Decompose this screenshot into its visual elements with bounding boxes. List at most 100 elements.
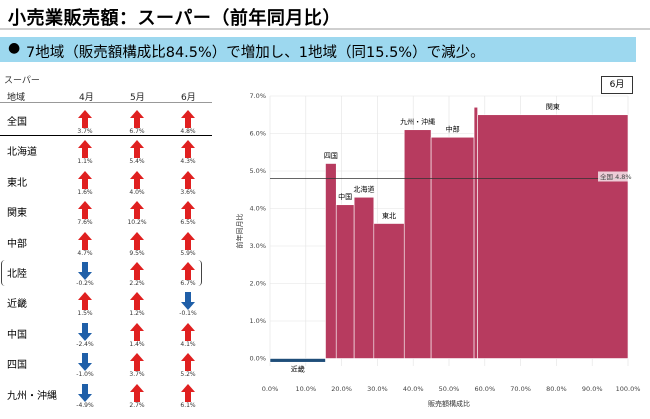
- arrow-up-icon: [70, 201, 100, 220]
- bar-label: 九州・沖縄: [400, 117, 435, 126]
- region-label: 全国: [7, 117, 27, 128]
- value-cell: 1.2%: [122, 292, 152, 317]
- value-cell: 3.6%: [173, 170, 203, 196]
- arrow-up-icon: [122, 292, 152, 311]
- value-text: 2.7%: [129, 401, 145, 409]
- bar-label: 東北: [382, 211, 396, 220]
- x-tick-label: 60.0%: [474, 385, 495, 393]
- value-text: 7.6%: [77, 219, 93, 227]
- x-tick-label: 80.0%: [546, 385, 567, 393]
- bar: [353, 196, 375, 359]
- x-tick-label: 100.0%: [616, 385, 641, 393]
- bar: [373, 223, 405, 359]
- region-label: 北海道: [7, 147, 37, 159]
- section-label: スーパー: [4, 76, 40, 86]
- arrow-up-icon: [122, 262, 152, 280]
- value-cell: 5.9%: [173, 231, 203, 257]
- table-row: 東北 1.6% 4.0% 3.6%: [0, 169, 212, 203]
- value-cell: 1.6%: [70, 170, 100, 196]
- region-label: 関東: [7, 208, 27, 220]
- arrow-up-icon: [173, 201, 203, 220]
- value-text: 6.1%: [180, 401, 196, 409]
- y-tick-label: 6.0%: [249, 130, 266, 138]
- arrow-up-icon: [173, 140, 203, 159]
- bar-label: 関東: [546, 102, 560, 111]
- x-tick-label: 40.0%: [403, 385, 424, 393]
- x-tick-label: 90.0%: [582, 385, 603, 393]
- value-cell: 9.5%: [122, 231, 152, 257]
- region-label: 中部: [7, 238, 27, 250]
- value-text: 5.9%: [180, 249, 196, 257]
- value-cell: -0.2%: [70, 262, 100, 287]
- bar: [325, 163, 337, 359]
- arrow-down-icon: [70, 353, 100, 372]
- bar-label: 中部: [446, 125, 460, 134]
- region-label: 近畿: [7, 299, 27, 311]
- summary-text: 7地域（販売額構成比84.5%）で増加し、1地域（同15.5%）で減少。: [26, 45, 485, 61]
- value-cell: 5.2%: [173, 353, 203, 378]
- value-cell: 6.7%: [122, 110, 152, 135]
- value-cell: 6.5%: [173, 201, 203, 226]
- region-label: 四国: [7, 360, 27, 372]
- x-tick-label: 50.0%: [439, 385, 460, 393]
- value-cell: -0.1%: [173, 292, 203, 317]
- chart-area: 0.0% 1.0% 2.0% 3.0% 4.0% 5.0% 6.0% 7.0% 0.0% 10.0…: [235, 92, 641, 408]
- arrow-up-icon: [173, 170, 203, 189]
- region-label: 中国: [7, 329, 27, 341]
- arrow-down-icon: [70, 262, 100, 280]
- x-tick-label: 30.0%: [367, 385, 388, 393]
- value-cell: 6.7%: [173, 262, 203, 287]
- header-may: 5月: [130, 93, 145, 103]
- table-row: 関東 7.6% 10.2% 6.5%: [0, 199, 212, 233]
- x-tick-label: 20.0%: [331, 385, 352, 393]
- arrow-down-icon: [70, 322, 100, 341]
- value-cell: 1.1%: [70, 140, 100, 165]
- value-text: 10.2%: [127, 219, 147, 227]
- value-cell: 2.7%: [122, 383, 152, 409]
- value-text: -4.9%: [76, 401, 94, 409]
- arrow-up-icon: [70, 170, 100, 189]
- y-axis-title: 前年同月比: [235, 214, 244, 249]
- value-text: 6.7%: [180, 280, 196, 287]
- y-tick-label: 3.0%: [249, 242, 266, 250]
- y-tick-label: 5.0%: [249, 167, 266, 175]
- header-region: 地域: [7, 93, 26, 103]
- value-text: 2.2%: [129, 280, 145, 287]
- table-row: 近畿 1.5% 1.2% -0.1%: [0, 290, 212, 324]
- highlight-bracket-right: [196, 260, 202, 286]
- reference-label-bg: [598, 171, 638, 182]
- title-bar: 小売業販売額：スーパー（前年同月比）: [0, 0, 650, 30]
- y-tick-label: 0.0%: [249, 355, 266, 363]
- value-cell: 4.8%: [173, 110, 203, 135]
- arrow-up-icon: [122, 170, 152, 189]
- value-text: 3.6%: [180, 188, 196, 196]
- bar: [403, 129, 432, 359]
- arrow-up-icon: [122, 353, 152, 372]
- value-text: 3.7%: [77, 128, 93, 135]
- value-text: 6.7%: [129, 128, 145, 135]
- value-text: 4.0%: [129, 188, 145, 196]
- bar: [473, 106, 478, 359]
- month-tag: 6月: [601, 76, 633, 94]
- bar-label: 中国: [338, 192, 352, 201]
- table-row: 四国 -1.0% 3.7% 5.2%: [0, 351, 212, 385]
- arrow-up-icon: [173, 231, 203, 250]
- y-tick-label: 4.0%: [249, 205, 266, 213]
- arrow-up-icon: [122, 322, 152, 341]
- value-text: 6.5%: [180, 219, 196, 227]
- page-title: 小売業販売額：スーパー（前年同月比）: [8, 8, 341, 29]
- value-text: 3.7%: [129, 371, 145, 379]
- value-text: -0.2%: [76, 280, 94, 287]
- arrow-up-icon: [173, 383, 203, 402]
- bar: [335, 204, 355, 359]
- table-row: 九州・沖縄 -4.9% 2.7% 6.1%: [0, 382, 212, 416]
- value-text: 1.4%: [129, 340, 145, 348]
- value-text: -2.4%: [76, 340, 94, 348]
- value-cell: 6.1%: [173, 383, 203, 409]
- arrow-down-icon: [173, 292, 203, 311]
- value-cell: 7.6%: [70, 201, 100, 226]
- value-cell: 4.3%: [173, 140, 203, 165]
- arrow-up-icon: [173, 322, 203, 341]
- value-cell: 10.2%: [122, 201, 152, 226]
- value-text: 4.1%: [180, 340, 196, 348]
